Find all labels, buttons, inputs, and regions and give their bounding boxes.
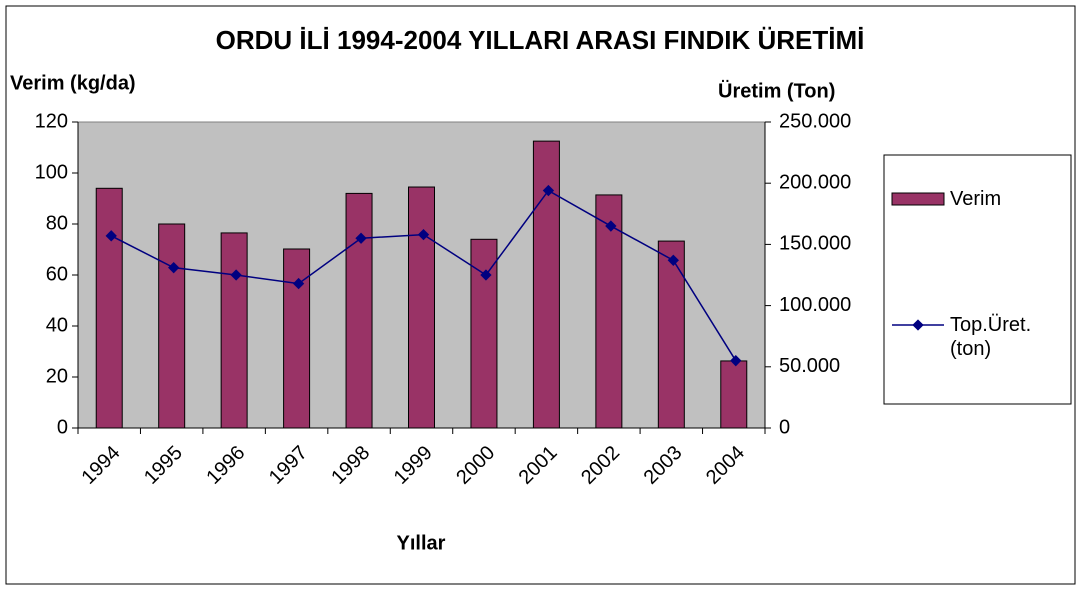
marker — [542, 184, 555, 197]
y2-tick-label: 0 — [779, 416, 790, 438]
y2-tick-label: 200.000 — [779, 171, 851, 193]
bar — [220, 232, 248, 429]
bar — [470, 238, 498, 429]
marker — [730, 355, 742, 367]
bar — [532, 140, 560, 429]
y-axis-title: Verim (kg/da) — [10, 72, 136, 94]
legend-label: Top.Üret. (ton) — [950, 314, 1032, 360]
marker — [480, 269, 492, 281]
bar — [408, 186, 435, 429]
y-tick-label: 120 — [35, 110, 68, 132]
y2-tick-label: 100.000 — [779, 294, 851, 316]
bar — [657, 240, 685, 429]
bar — [345, 192, 373, 429]
x-axis-title: Yıllar — [397, 532, 446, 554]
bar — [283, 248, 311, 429]
y-tick-label: 60 — [46, 263, 68, 285]
y-tick-label: 0 — [57, 416, 68, 438]
y2-axis-title: Üretim (Ton) — [718, 79, 835, 102]
marker — [230, 269, 242, 281]
marker — [605, 220, 617, 232]
y-tick-label: 40 — [46, 314, 68, 336]
y2-tick-label: 150.000 — [779, 233, 851, 255]
y-tick-label: 100 — [35, 161, 68, 183]
marker — [417, 228, 430, 241]
marker — [355, 232, 367, 244]
legend-swatch — [891, 192, 945, 206]
chart-title: ORDU İLİ 1994-2004 YILLARI ARASI FINDIK … — [216, 25, 865, 55]
legend-label: Verim — [950, 188, 1002, 210]
marker — [667, 254, 679, 266]
bar — [158, 223, 186, 429]
y2-tick-label: 250.000 — [779, 110, 851, 132]
bar — [720, 360, 748, 429]
y2-tick-label: 50.000 — [779, 355, 840, 377]
bar — [95, 187, 123, 429]
y-tick-label: 20 — [46, 365, 68, 387]
marker — [292, 277, 305, 290]
legend-marker — [912, 319, 924, 331]
y-tick-label: 80 — [46, 212, 68, 234]
bar — [595, 194, 623, 429]
marker — [168, 261, 180, 274]
